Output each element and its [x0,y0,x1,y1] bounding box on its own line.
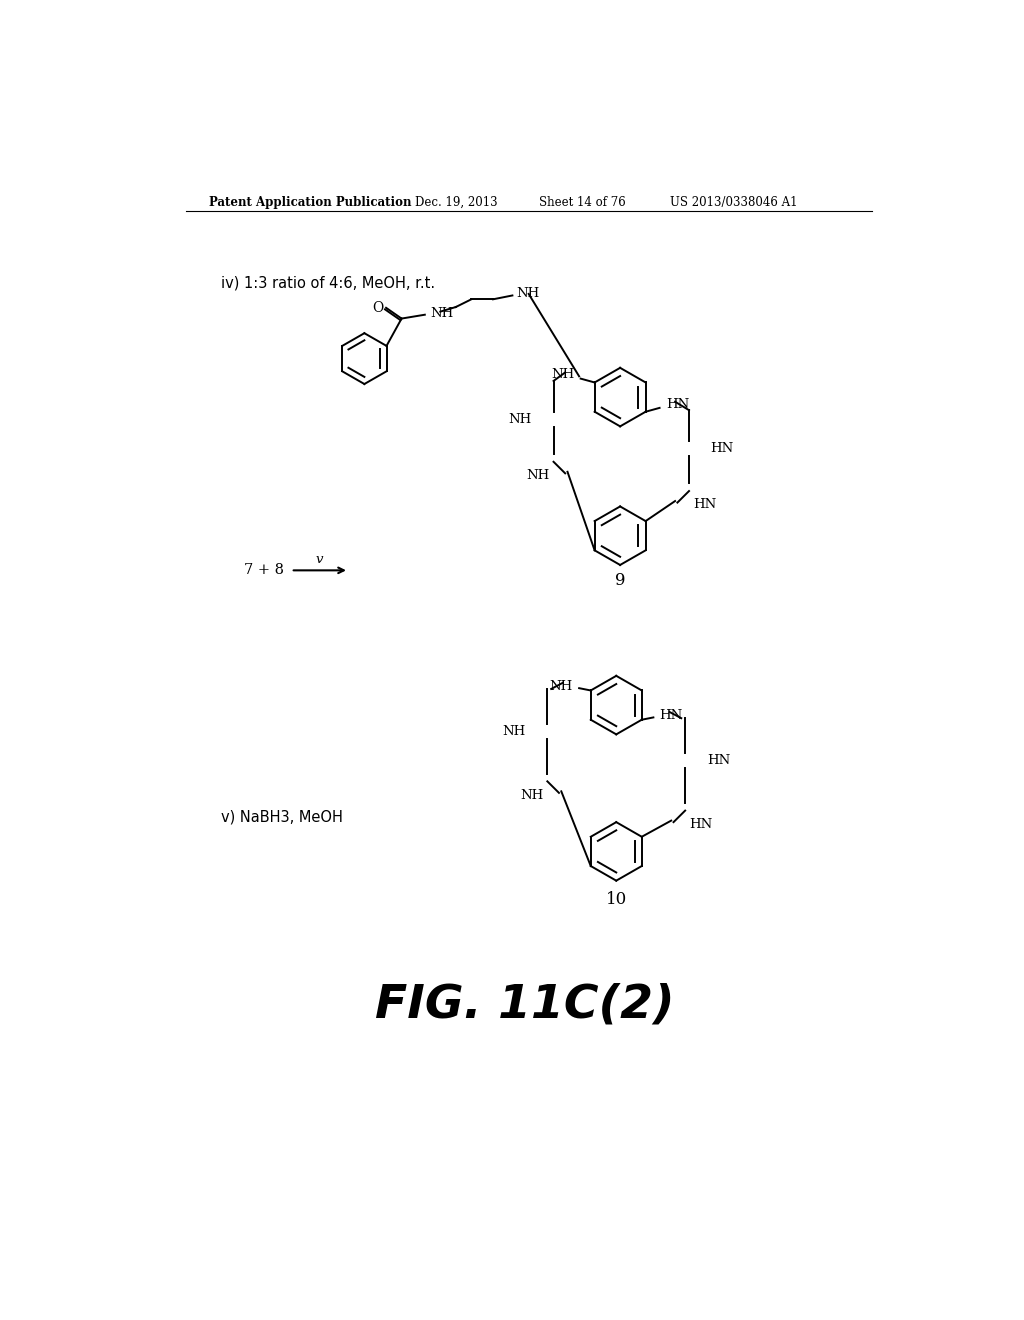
Text: HN: HN [693,499,716,511]
Text: HN: HN [689,818,713,832]
Text: HN: HN [666,397,689,411]
Text: US 2013/0338046 A1: US 2013/0338046 A1 [671,195,798,209]
Text: Dec. 19, 2013: Dec. 19, 2013 [415,195,498,209]
Text: 10: 10 [605,891,627,908]
Text: NH: NH [516,288,540,301]
Text: iv) 1:3 ratio of 4:6, MeOH, r.t.: iv) 1:3 ratio of 4:6, MeOH, r.t. [221,276,435,290]
Text: NH: NH [509,413,531,426]
Text: NH: NH [503,725,525,738]
Text: v) NaBH3, MeOH: v) NaBH3, MeOH [221,809,343,824]
Text: v: v [315,553,324,566]
Text: NH: NH [520,788,544,801]
Text: O: O [372,301,383,314]
Text: NH: NH [551,368,574,381]
Text: NH: NH [526,469,550,482]
Text: HN: HN [711,442,734,455]
Text: 7 + 8: 7 + 8 [245,564,285,577]
Text: FIG. 11C(2): FIG. 11C(2) [375,983,675,1028]
Text: Patent Application Publication: Patent Application Publication [209,195,412,209]
Text: NH: NH [550,680,572,693]
Text: Sheet 14 of 76: Sheet 14 of 76 [539,195,626,209]
Text: HN: HN [707,754,730,767]
Text: 9: 9 [614,572,626,589]
Text: NH: NH [430,306,454,319]
Text: HN: HN [659,709,683,722]
